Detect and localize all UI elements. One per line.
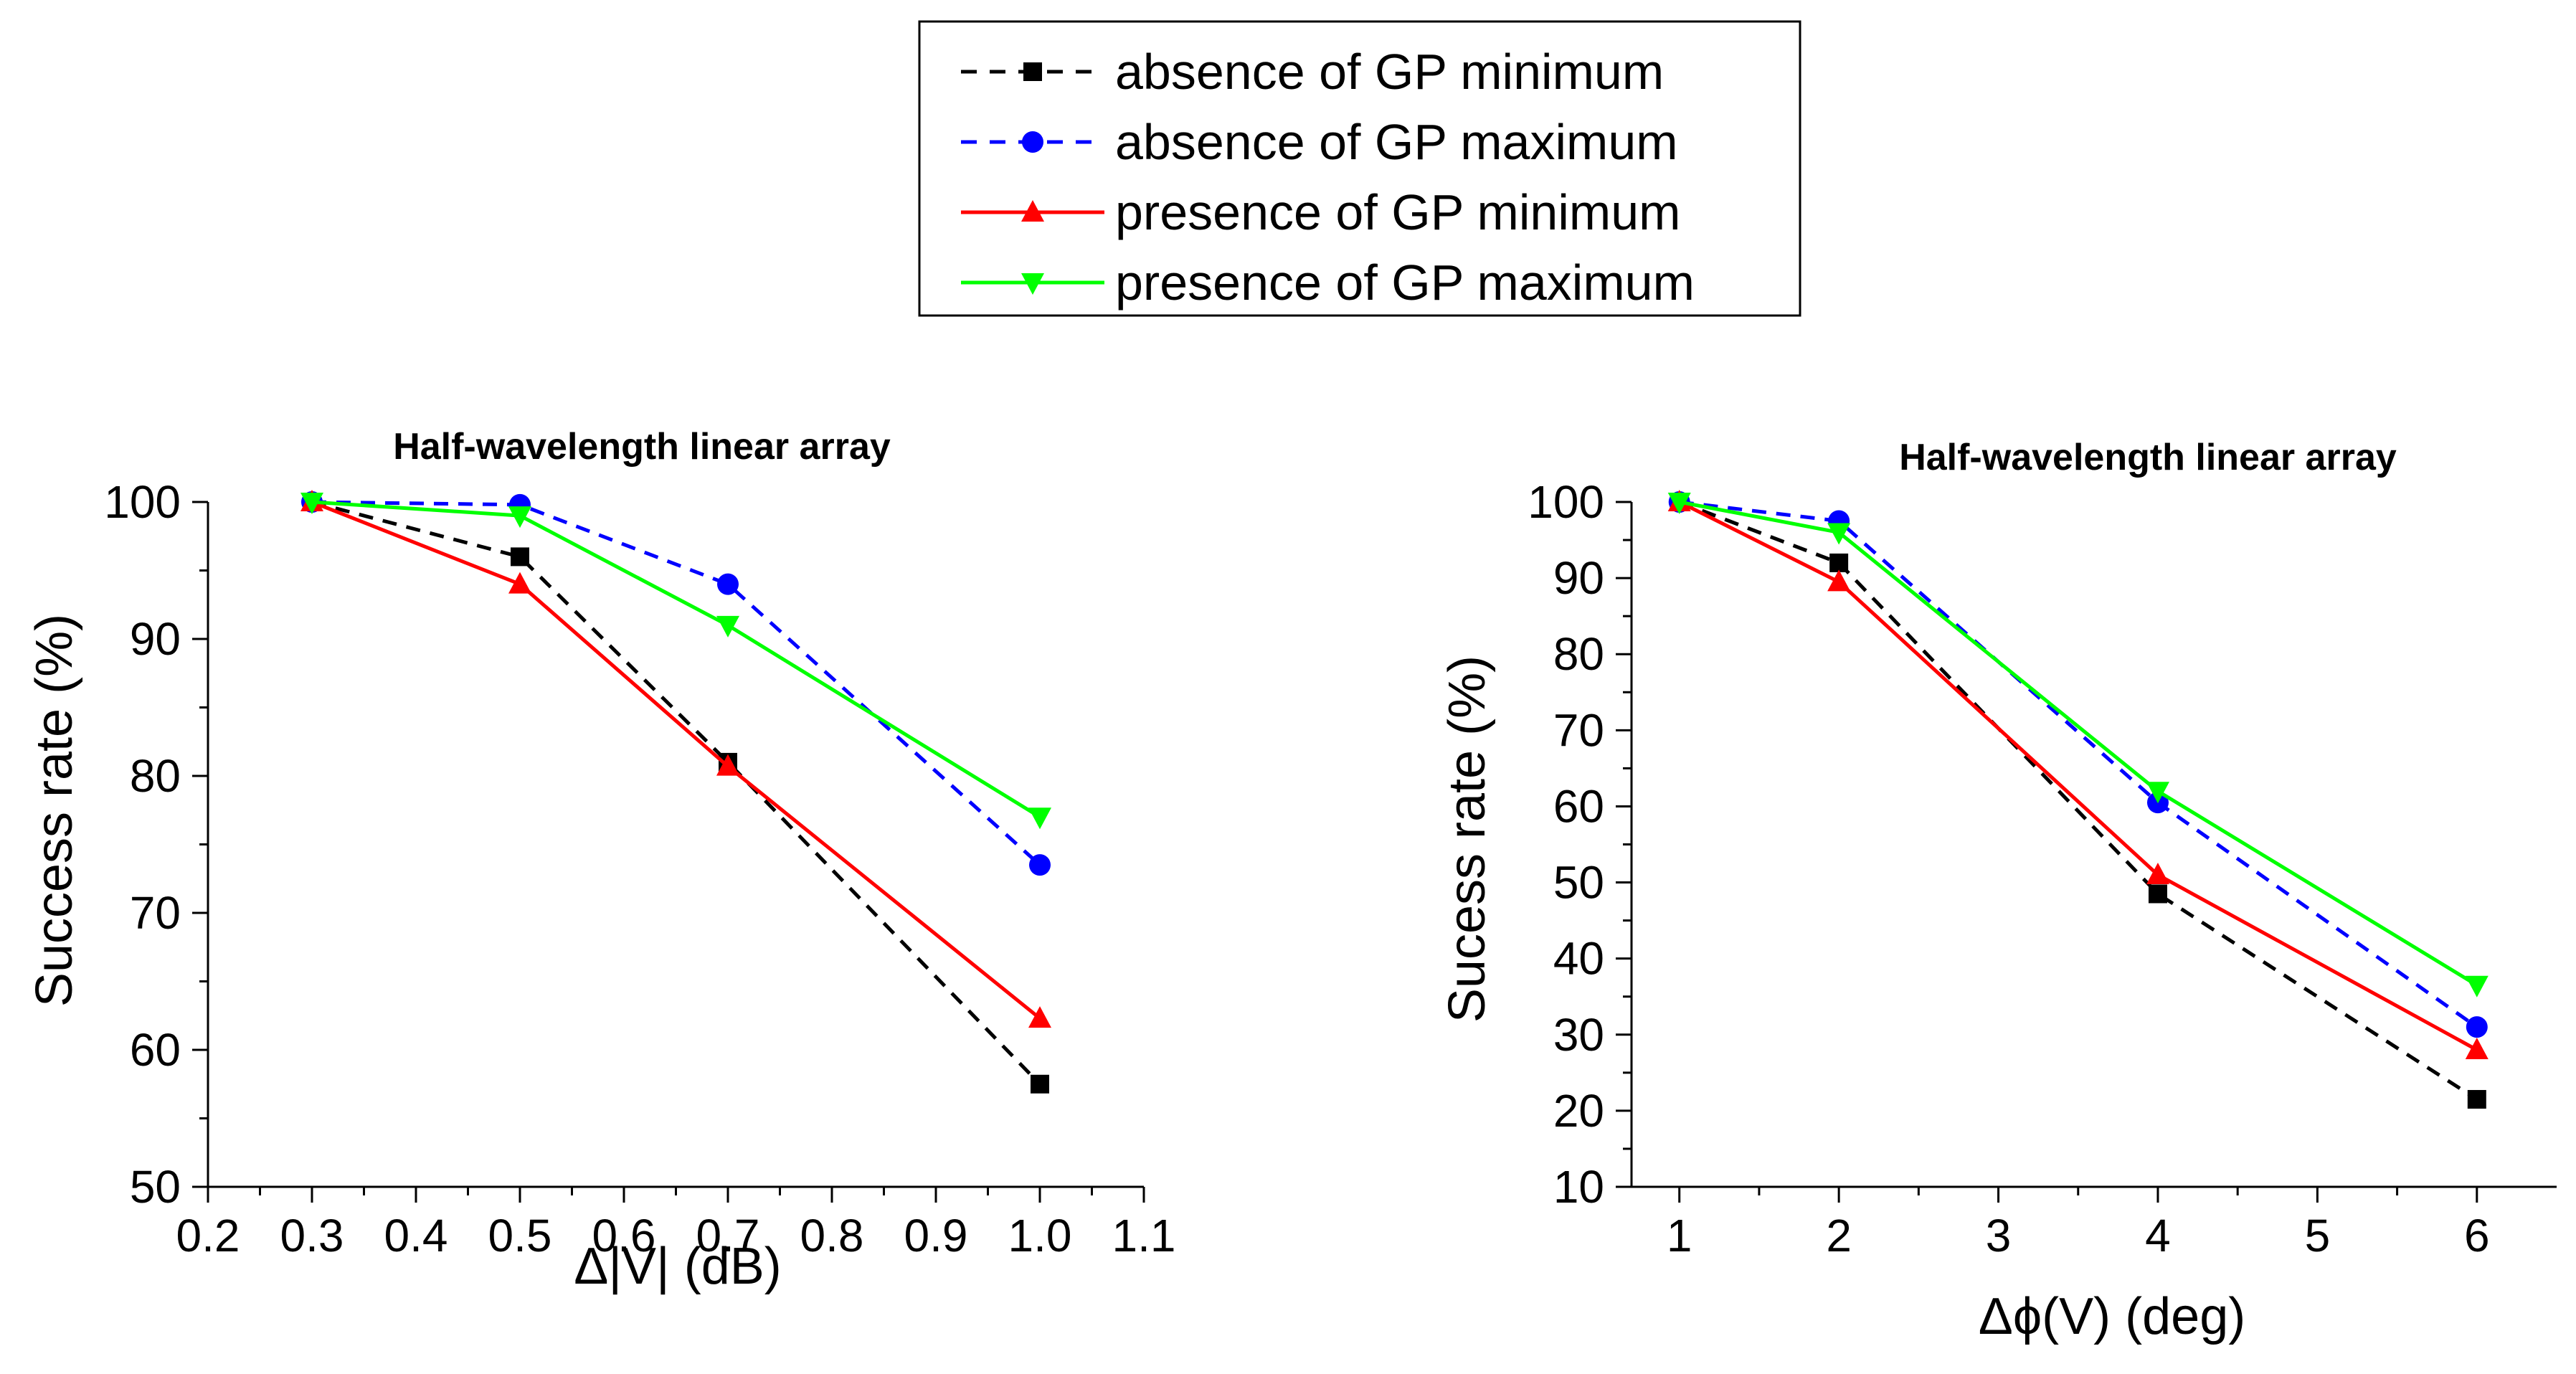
right-point-presence-of-gp-maximum [1667, 493, 1691, 514]
right-chart-title: Half-wavelength linear array [1899, 437, 2397, 478]
left-point-presence-of-gp-maximum [1028, 807, 1051, 830]
left-series-presence-of-gp-minimum [311, 500, 1041, 1020]
left-x-tick-label: 0.3 [280, 1210, 344, 1261]
right-chart-ylabel: Sucess rate (%) [1439, 655, 1496, 1023]
left-series-absence-of-gp-maximum [311, 500, 1041, 867]
right-x-tick-label: 1 [1667, 1210, 1692, 1261]
right-series-presence-of-gp-maximum [1679, 500, 2478, 987]
right-chart-xlabel: Δϕ(V) (deg) [1979, 1288, 2245, 1345]
left-series-absence-of-gp-minimum [311, 500, 1041, 1086]
right-y-tick-label: 50 [1553, 857, 1604, 909]
right-point-absence-of-gp-maximum [2466, 1016, 2488, 1038]
left-point-absence-of-gp-minimum [511, 547, 529, 567]
right-x-tick-label: 2 [1826, 1210, 1852, 1261]
left-y-tick-label: 80 [130, 750, 181, 802]
legend-label-absence-of-gp-minimum: absence of GP minimum [1115, 44, 1664, 100]
left-series-presence-of-gp-maximum [311, 500, 1041, 819]
right-point-absence-of-gp-minimum [2148, 884, 2167, 904]
left-point-presence-of-gp-minimum [716, 754, 739, 776]
right-y-tick-label: 60 [1553, 780, 1604, 832]
legend-marker-presence-of-gp-minimum [1021, 200, 1044, 222]
right-series-absence-of-gp-maximum [1679, 500, 2478, 1029]
left-point-absence-of-gp-maximum [1029, 854, 1051, 876]
right-point-absence-of-gp-minimum [2467, 1089, 2486, 1109]
left-x-tick-label: 0.7 [696, 1210, 760, 1261]
right-y-tick-label: 70 [1553, 704, 1604, 756]
left-y-tick-label: 50 [130, 1161, 181, 1213]
right-x-tick-label: 4 [2145, 1210, 2171, 1261]
left-point-presence-of-gp-maximum [716, 615, 739, 638]
right-y-tick-label: 20 [1553, 1085, 1604, 1137]
legend-box [918, 20, 1801, 317]
right-point-presence-of-gp-maximum [1827, 523, 1851, 545]
right-y-tick-label: 80 [1553, 628, 1604, 680]
legend-label-absence-of-gp-maximum: absence of GP maximum [1115, 114, 1678, 170]
left-y-tick-label: 90 [130, 613, 181, 665]
right-point-presence-of-gp-minimum [2465, 1038, 2489, 1059]
right-y-tick-label: 100 [1528, 476, 1604, 528]
right-x-tick-label: 5 [2305, 1210, 2331, 1261]
left-point-presence-of-gp-minimum [1028, 1006, 1051, 1028]
right-y-tick-label: 40 [1553, 933, 1604, 985]
left-y-tick-label: 70 [130, 887, 181, 939]
right-series-presence-of-gp-minimum [1678, 500, 2478, 1052]
right-point-presence-of-gp-minimum [2146, 862, 2169, 884]
right-point-absence-of-gp-minimum [1829, 553, 1849, 572]
right-point-presence-of-gp-maximum [2146, 782, 2169, 804]
left-y-tick-label: 60 [130, 1024, 181, 1076]
left-chart-xlabel: Δ|V| (dB) [574, 1238, 782, 1295]
left-point-presence-of-gp-maximum [508, 506, 531, 529]
left-y-tick-label: 100 [104, 476, 181, 528]
left-x-tick-label: 0.2 [176, 1210, 240, 1261]
legend-label-presence-of-gp-maximum: presence of GP maximum [1115, 255, 1695, 311]
legend-marker-absence-of-gp-minimum [1023, 62, 1042, 81]
right-y-tick-label: 30 [1553, 1009, 1604, 1061]
left-x-tick-label: 0.6 [592, 1210, 656, 1261]
left-x-tick-label: 1.0 [1008, 1210, 1072, 1261]
right-y-tick-label: 10 [1553, 1161, 1604, 1213]
left-chart-ylabel: Success rate (%) [26, 614, 83, 1007]
right-x-tick-label: 6 [2464, 1210, 2490, 1261]
right-point-presence-of-gp-minimum [1827, 569, 1851, 592]
left-point-presence-of-gp-minimum [508, 572, 531, 594]
left-point-absence-of-gp-maximum [717, 573, 739, 595]
left-point-presence-of-gp-maximum [300, 493, 323, 514]
left-chart-title: Half-wavelength linear array [393, 426, 891, 468]
left-chart: Half-wavelength linear array Δ|V| (dB) S… [26, 426, 1175, 1295]
right-point-presence-of-gp-maximum [2465, 975, 2489, 998]
left-point-absence-of-gp-minimum [1031, 1074, 1049, 1094]
left-x-tick-label: 0.4 [384, 1210, 448, 1261]
legend-entries: absence of GP minimum absence of GP maxim… [961, 44, 1695, 311]
right-y-tick-label: 90 [1553, 552, 1604, 604]
legend-label-presence-of-gp-minimum: presence of GP minimum [1115, 184, 1680, 240]
right-chart: Half-wavelength linear array Δϕ(V) (deg)… [1439, 437, 2557, 1345]
right-x-tick-label: 3 [1986, 1210, 2012, 1261]
left-x-tick-label: 0.9 [904, 1210, 968, 1261]
left-x-tick-label: 1.1 [1112, 1210, 1176, 1261]
legend: absence of GP minimum absence of GP maxim… [918, 20, 1801, 317]
legend-marker-absence-of-gp-maximum [1022, 131, 1043, 153]
legend-marker-presence-of-gp-maximum [1021, 273, 1044, 295]
left-x-tick-label: 0.5 [488, 1210, 552, 1261]
left-x-tick-label: 0.8 [800, 1210, 864, 1261]
